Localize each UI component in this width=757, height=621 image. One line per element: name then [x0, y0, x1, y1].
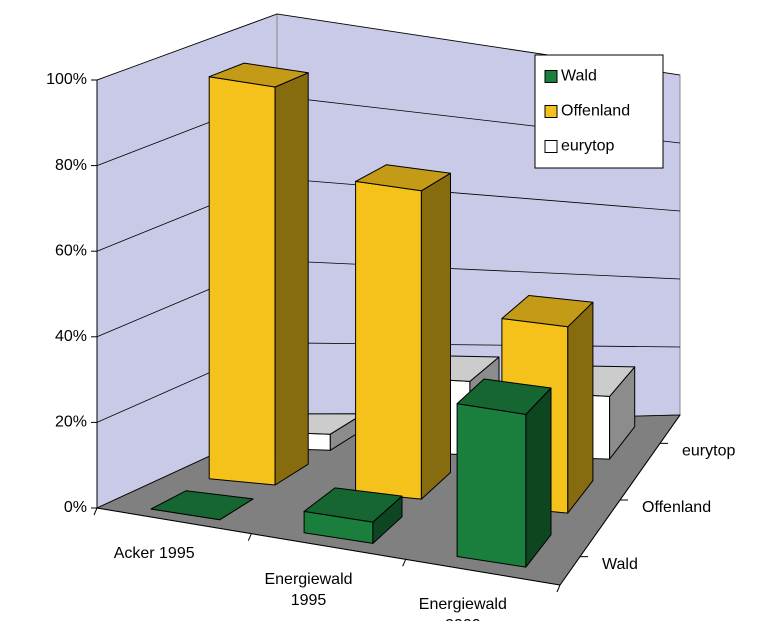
bar-front: [355, 180, 422, 500]
depth-label: Wald: [602, 556, 638, 573]
bar-front: [208, 76, 276, 486]
y-tick-label: 60%: [55, 242, 87, 259]
bar-top: [303, 487, 403, 523]
y-tick-label: 40%: [55, 328, 87, 345]
x-tick: [402, 559, 407, 567]
depth-label: Offenland: [642, 499, 711, 516]
legend-swatch: [544, 140, 558, 153]
depth-label: eurytop: [682, 443, 735, 460]
legend-label: Wald: [561, 68, 597, 85]
y-tick-label: 80%: [55, 157, 87, 174]
bar-side: [274, 72, 309, 486]
bar-top: [355, 164, 451, 192]
legend-label: Offenland: [561, 103, 630, 120]
bar-top: [150, 490, 254, 521]
x-tick-label: Acker 1995: [113, 544, 195, 562]
bar-top: [208, 62, 309, 88]
y-tick-label: 20%: [55, 414, 87, 431]
legend-swatch: [544, 70, 558, 83]
bar-side: [525, 387, 552, 568]
x-axis: [96, 507, 561, 586]
x-tick: [93, 507, 98, 516]
y-tick-label: 0%: [64, 499, 87, 516]
bar-top: [456, 378, 552, 415]
x-tick-label: Energiewald 1995: [264, 570, 353, 609]
bar-front: [456, 403, 527, 568]
bar-side: [420, 172, 451, 500]
x-tick-label: Energiewald 2000: [418, 596, 507, 621]
bar-top: [501, 295, 594, 328]
x-tick: [556, 584, 561, 593]
y-tick-label: 100%: [46, 71, 87, 88]
x-tick: [247, 533, 252, 541]
legend-swatch: [544, 105, 558, 118]
legend-label: eurytop: [561, 138, 614, 155]
bar-side: [567, 301, 594, 514]
legend: Wald Offenland eurytop: [534, 54, 664, 169]
